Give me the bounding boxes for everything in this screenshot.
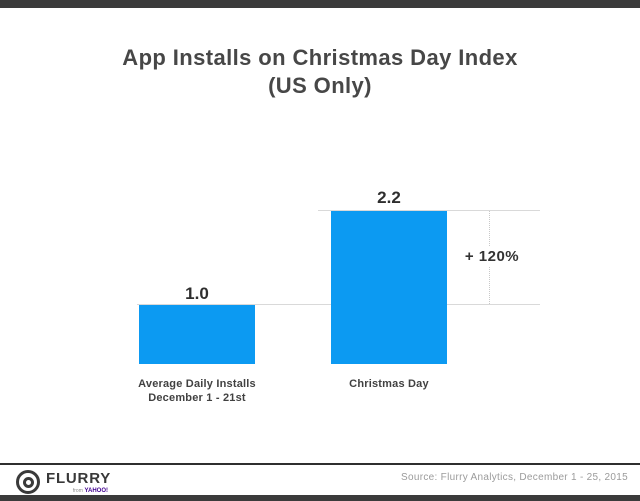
- percent-change-label: + 120%: [440, 247, 544, 266]
- chart-title-line1: App Installs on Christmas Day Index: [122, 45, 518, 70]
- yahoo-wordmark: YAHOO!: [84, 488, 108, 494]
- footer-divider: [0, 463, 640, 465]
- percent-change-text: + 120%: [461, 247, 523, 266]
- footer: FLURRY from YAHOO! Source: Flurry Analyt…: [0, 465, 640, 495]
- yahoo-sub-brand: from YAHOO!: [46, 488, 108, 494]
- chart-title-line2: (US Only): [268, 73, 372, 98]
- chart-title: App Installs on Christmas Day Index (US O…: [0, 44, 640, 100]
- flurry-wordmark: FLURRY: [46, 470, 112, 487]
- bar-christmas-day: [331, 211, 447, 364]
- flurry-brand-block: FLURRY from YAHOO!: [46, 470, 116, 494]
- category-label-average: Average Daily Installs December 1 - 21st: [117, 377, 277, 405]
- category-label-christmas-line1: Christmas Day: [349, 378, 429, 390]
- yahoo-sub-brand-prefix: from: [72, 488, 83, 494]
- bar-average-daily-installs: [139, 305, 255, 364]
- category-label-average-line2: December 1 - 21st: [148, 392, 246, 404]
- value-label-christmas: 2.2: [377, 188, 401, 207]
- gridline-christmas-level: [318, 210, 540, 211]
- top-accent-bar: [0, 0, 640, 8]
- category-label-average-line1: Average Daily Installs: [138, 378, 256, 390]
- bar-chart: 1.0 2.2 + 120% Average Daily Installs Dec…: [117, 188, 544, 405]
- flurry-logo-inner-ring-icon: [22, 476, 34, 488]
- bottom-accent-bar: [0, 495, 640, 501]
- flurry-logo-icon: [16, 470, 40, 494]
- category-label-christmas: Christmas Day: [309, 377, 469, 391]
- value-label-average: 1.0: [185, 284, 209, 303]
- source-attribution: Source: Flurry Analytics, December 1 - 2…: [401, 472, 628, 483]
